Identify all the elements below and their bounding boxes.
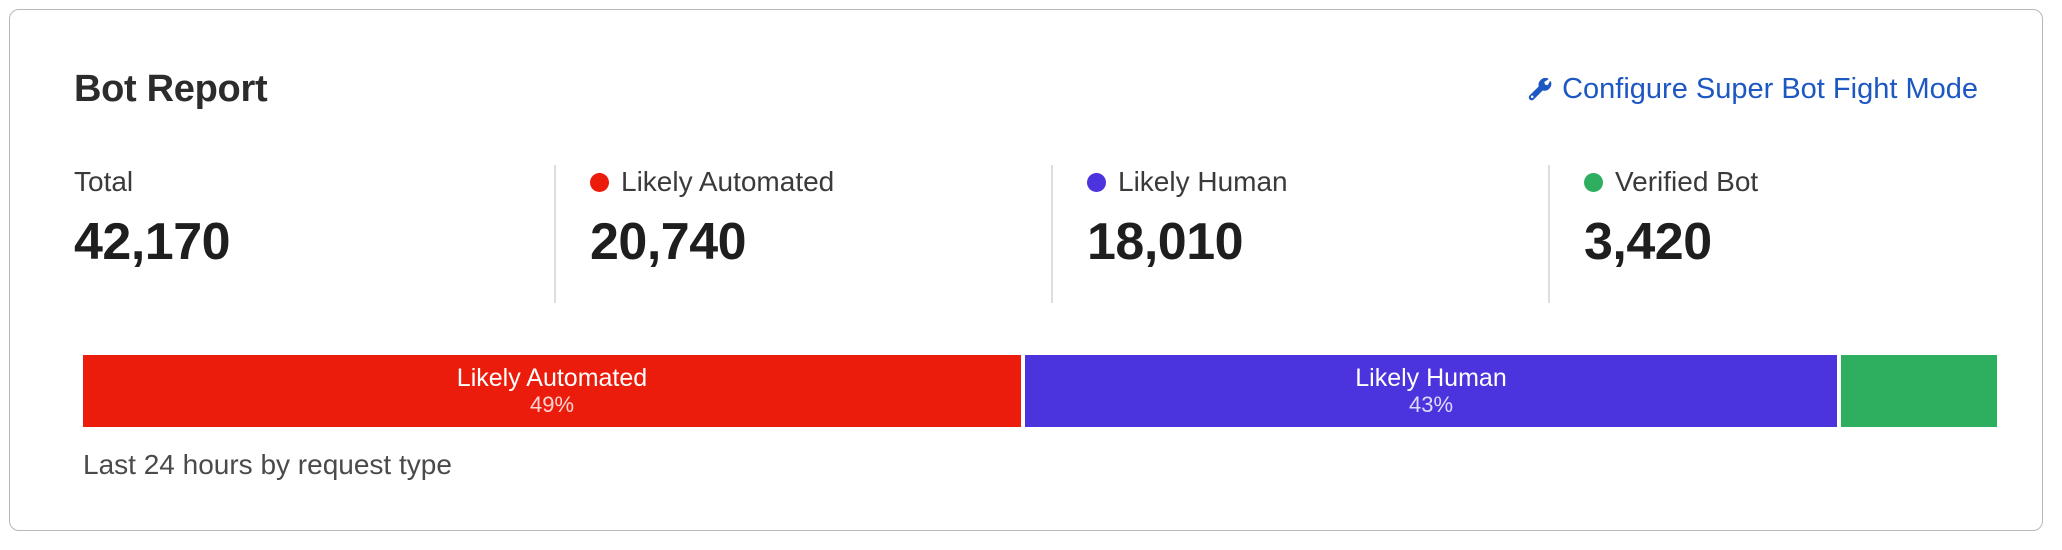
page-title: Bot Report — [74, 68, 268, 110]
stat-label: Likely Human — [1118, 166, 1288, 197]
likely-human-dot-icon — [1087, 172, 1106, 192]
stat-head: Likely Automated — [590, 165, 1051, 199]
stat-divider — [554, 165, 556, 303]
bot-report-card: Bot Report Configure Super Bot Fight Mod… — [9, 9, 2043, 531]
stat-label: Likely Automated — [621, 166, 835, 197]
stat-head: Verified Bot — [1584, 165, 2008, 199]
bar-segment-likely-automated[interactable]: Likely Automated 49% — [83, 355, 1021, 427]
stat-label: Total — [74, 166, 134, 197]
stat-head: Total — [74, 165, 554, 199]
card-header: Bot Report Configure Super Bot Fight Mod… — [74, 66, 1978, 118]
bar-segment-percent: 49% — [529, 392, 575, 417]
likely-automated-dot-icon — [590, 172, 609, 192]
configure-link-label: Configure Super Bot Fight Mode — [1562, 73, 1978, 105]
bar-segment-label: Likely Automated — [456, 364, 648, 392]
configure-super-bot-fight-mode-link[interactable]: Configure Super Bot Fight Mode — [1526, 72, 1978, 106]
stat-value: 20,740 — [590, 213, 747, 271]
stat-total: Total 42,170 — [74, 165, 554, 305]
stat-value: 3,420 — [1584, 213, 1712, 271]
bar-segment-percent: 43% — [1408, 392, 1454, 417]
verified-bot-dot-icon — [1584, 172, 1603, 192]
bar-segment-likely-human[interactable]: Likely Human 43% — [1025, 355, 1837, 427]
stats-row: Total 42,170 Likely Automated 20,740 Lik… — [74, 165, 1978, 305]
stat-verified-bot: Verified Bot 3,420 — [1548, 165, 2008, 305]
stat-value: 18,010 — [1087, 213, 1244, 271]
stat-likely-automated: Likely Automated 20,740 — [554, 165, 1051, 305]
chart-caption: Last 24 hours by request type — [83, 449, 452, 480]
bar-segment-verified-bot[interactable] — [1841, 355, 1997, 427]
stat-likely-human: Likely Human 18,010 — [1051, 165, 1548, 305]
stat-divider — [1051, 165, 1053, 303]
stat-head: Likely Human — [1087, 165, 1548, 199]
stat-divider — [1548, 165, 1550, 303]
bar-segment-label: Likely Human — [1355, 364, 1507, 392]
request-type-stacked-bar: Likely Automated 49% Likely Human 43% — [83, 355, 1997, 427]
stat-label: Verified Bot — [1615, 166, 1759, 197]
wrench-icon — [1526, 76, 1554, 104]
stat-value: 42,170 — [74, 213, 231, 271]
